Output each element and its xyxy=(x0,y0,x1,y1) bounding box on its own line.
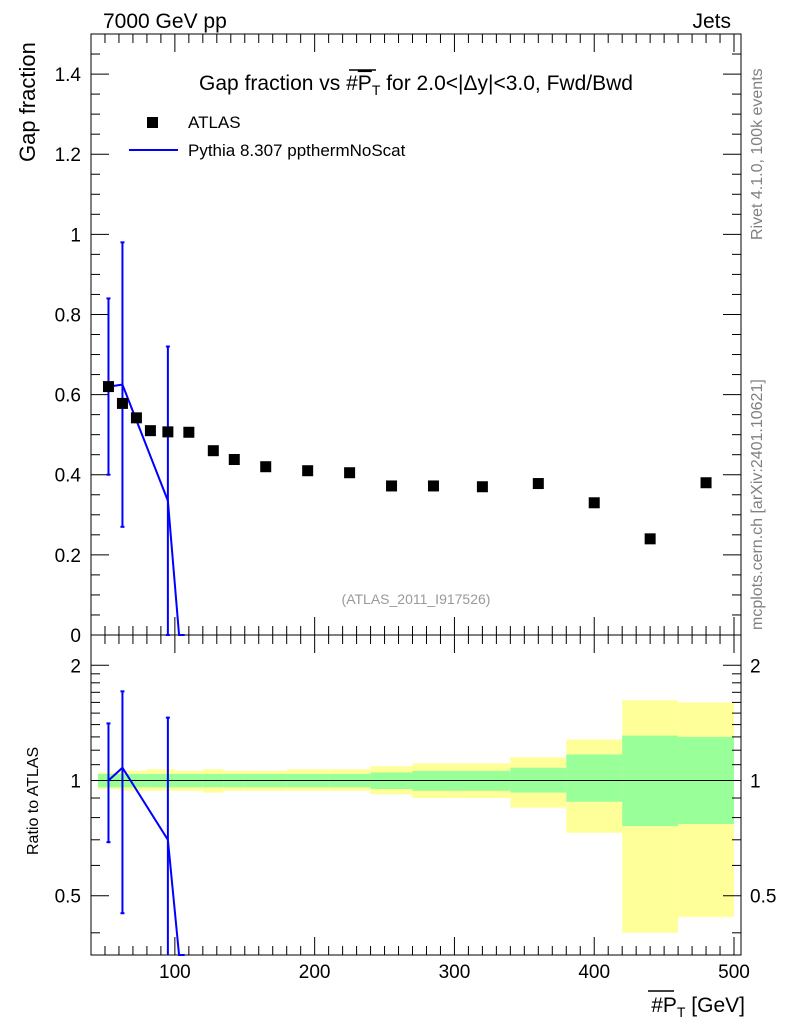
atlas-data-point xyxy=(228,454,240,466)
x-tick-labels: 100 200 300 400 500 xyxy=(159,962,750,983)
atlas-data-point xyxy=(588,497,600,509)
main-data-series xyxy=(102,381,712,545)
main-y-tick-label: 1.2 xyxy=(55,145,81,166)
main-y-tick-label: 0.8 xyxy=(55,305,81,326)
atlas-data-point xyxy=(102,381,114,393)
x-axis-label: #PT [GeV] xyxy=(651,994,745,1020)
main-y-axis-label: Gap fraction xyxy=(15,42,40,162)
x-axis-label-prefix: # xyxy=(651,994,663,1017)
x-axis-label-suffix: [GeV] xyxy=(685,994,745,1017)
atlas-data-point xyxy=(260,461,272,473)
ratio-y-tick-labels: 0.5 0.5 1 1 2 2 xyxy=(55,656,777,907)
legend-atlas-label: ATLAS xyxy=(188,113,241,132)
atlas-data-point xyxy=(532,478,544,490)
x-tick-label: 500 xyxy=(718,962,750,983)
legend-atlas-marker xyxy=(147,117,158,128)
atlas-data-point xyxy=(476,481,488,493)
legend-mc-label: Pythia 8.307 ppthermNoScat xyxy=(188,141,406,160)
x-tick-label: 400 xyxy=(578,962,610,983)
plot-title: Gap fraction vs #PT for 2.0<|Δy|<3.0, Fw… xyxy=(199,72,633,98)
mcplots-label: mcplots.cern.ch [arXiv:2401.10621] xyxy=(749,379,766,630)
plot-title-symbol: P xyxy=(358,72,372,95)
main-y-tick-label: 0 xyxy=(70,626,81,647)
main-y-tick-labels: 0 0.2 0.4 0.6 0.8 1 1.2 1.4 xyxy=(55,65,82,647)
x-tick-label: 100 xyxy=(159,962,191,983)
main-y-tick-label: 0.2 xyxy=(55,546,81,567)
plot-title-prefix: Gap fraction vs # xyxy=(199,72,358,95)
x-tick-label: 300 xyxy=(439,962,471,983)
main-y-tick-label: 0.6 xyxy=(55,386,81,407)
atlas-data-point xyxy=(116,397,128,409)
ratio-y-tick-label: 2 xyxy=(70,656,81,677)
atlas-data-point xyxy=(427,480,439,492)
ratio-y-tick-label-right: 1 xyxy=(750,772,761,793)
main-mc-series xyxy=(106,241,185,636)
axis-ticks xyxy=(91,34,741,955)
atlas-data-point xyxy=(700,477,712,489)
atlas-data-point xyxy=(144,425,156,437)
header-process-label: Jets xyxy=(692,10,731,33)
ratio-y-tick-label-right: 0.5 xyxy=(750,887,776,908)
main-y-tick-label: 1.4 xyxy=(55,65,82,86)
ratio-mc-series xyxy=(106,690,185,956)
atlas-data-point xyxy=(644,533,656,545)
ratio-y-axis-label: Ratio to ATLAS xyxy=(25,747,42,855)
atlas-data-point xyxy=(302,465,314,477)
x-axis-label-subscript: T xyxy=(677,1004,686,1020)
plot-title-subscript: T xyxy=(372,82,381,98)
ratio-y-tick-label-right: 2 xyxy=(750,656,761,677)
atlas-data-point xyxy=(344,467,356,479)
atlas-data-point xyxy=(130,412,142,424)
ratio-mc-line xyxy=(107,766,185,956)
x-tick-label: 200 xyxy=(299,962,331,983)
analysis-watermark: (ATLAS_2011_I917526) xyxy=(342,591,491,607)
rivet-version-label: Rivet 4.1.0, 100k events xyxy=(749,68,766,240)
ratio-y-tick-label: 0.5 xyxy=(55,887,81,908)
atlas-data-point xyxy=(183,426,195,438)
ratio-y-tick-label: 1 xyxy=(70,772,81,793)
plot-title-suffix: for 2.0<|Δy|<3.0, Fwd/Bwd xyxy=(380,72,633,95)
main-y-tick-label: 1 xyxy=(70,225,81,246)
main-mc-line xyxy=(108,383,185,636)
x-axis-label-symbol: P xyxy=(663,994,677,1017)
header-collision-label: 7000 GeV pp xyxy=(103,10,227,33)
atlas-data-point xyxy=(386,480,398,492)
main-y-tick-label: 0.4 xyxy=(55,466,82,487)
ratio-band-inner-bin xyxy=(566,754,623,802)
atlas-data-point xyxy=(207,445,219,457)
ratio-panel-frame xyxy=(90,634,742,956)
atlas-data-point xyxy=(162,426,174,438)
